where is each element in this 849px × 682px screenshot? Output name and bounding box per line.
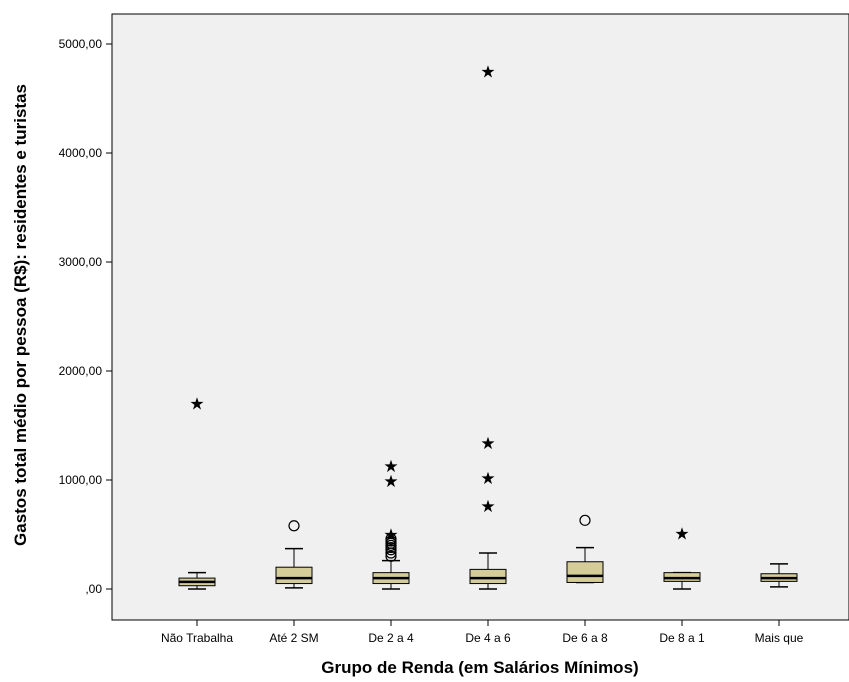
y-axis: ,00 1000,00 2000,00 3000,00 4000,00 5000,00 [59, 37, 112, 596]
outlier-point [288, 520, 300, 532]
x-axis: Não Trabalha Até 2 SM De 2 a 4 De 4 a 6 De 6… [161, 620, 804, 645]
x-tick-label: Mais que [755, 631, 804, 645]
box-group-item: ★ ★ ★ ★ [469, 62, 507, 590]
box-group-item [566, 514, 604, 584]
x-axis-title: Grupo de Renda (em Salários Mínimos) [321, 658, 638, 677]
extreme-point: ★ [480, 469, 495, 489]
x-tick-label: De 2 a 4 [368, 631, 414, 645]
x-tick-label: De 6 a 8 [562, 631, 608, 645]
plot-area [111, 13, 849, 621]
extreme-point: ★ [480, 62, 495, 82]
x-tick-label: Não Trabalha [161, 631, 233, 645]
y-tick-label: 4000,00 [59, 146, 103, 160]
extreme-point: ★ [480, 497, 495, 517]
x-tick-label: Até 2 SM [269, 631, 318, 645]
outlier-point [385, 533, 397, 545]
x-tick-label: De 8 a 1 [659, 631, 705, 645]
outlier-point [579, 514, 591, 526]
box [275, 566, 313, 585]
extreme-point: ★ [383, 472, 398, 492]
extreme-point: ★ [189, 395, 204, 415]
box-group-item [760, 563, 798, 588]
box [469, 568, 507, 585]
extreme-point: ★ [674, 524, 689, 544]
box [566, 561, 604, 583]
y-tick-label: 3000,00 [59, 255, 103, 269]
y-axis-title: Gastos total médio por pessoa (R$): resi… [11, 84, 30, 546]
box-group-item: ★ [178, 395, 216, 590]
box-group-item: ★ [663, 524, 701, 590]
outlier-point [385, 550, 397, 562]
y-tick-label: 5000,00 [59, 37, 103, 51]
y-tick-label: 1000,00 [59, 473, 103, 487]
x-tick-label: De 4 a 6 [465, 631, 511, 645]
extreme-point: ★ [480, 434, 495, 454]
extreme-point: ★ [383, 526, 398, 546]
extreme-point: ★ [383, 457, 398, 477]
boxes: ★★★★★★★★★ [178, 62, 798, 590]
y-tick-label: ,00 [85, 582, 102, 596]
box-group-item [275, 520, 313, 589]
box-group-item: ★★★ [372, 457, 410, 590]
y-tick-label: 2000,00 [59, 364, 103, 378]
